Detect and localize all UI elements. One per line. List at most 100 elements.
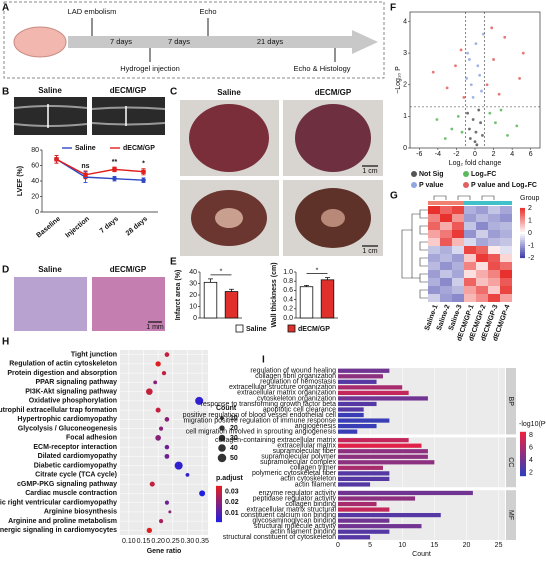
group-bar xyxy=(464,201,476,205)
point xyxy=(443,137,447,140)
point xyxy=(112,176,117,181)
heat-cell xyxy=(476,278,488,286)
heat-cell xyxy=(488,262,500,270)
heat-cell xyxy=(440,246,452,254)
colorbar-label: 0 xyxy=(528,230,532,237)
dot xyxy=(155,435,161,441)
colorbar-step xyxy=(520,229,525,233)
heat-cell xyxy=(440,214,452,222)
facet-label: CC xyxy=(507,457,514,467)
colorbar-step xyxy=(216,487,222,490)
panel-label: D xyxy=(2,265,9,276)
heat-cell xyxy=(488,238,500,246)
point xyxy=(497,92,501,96)
y-tick-label: Focal adhesion xyxy=(66,435,117,442)
point xyxy=(471,118,475,121)
scale-bar-label: 1 cm xyxy=(362,168,377,175)
colorbar-step xyxy=(520,211,525,215)
colorbar-step xyxy=(520,458,526,461)
bar xyxy=(338,490,473,496)
colorbar-step xyxy=(520,255,525,259)
point xyxy=(141,177,146,183)
colorbar-step xyxy=(216,500,222,503)
group-bar xyxy=(452,201,464,205)
point xyxy=(494,121,497,125)
colorbar-step xyxy=(520,460,526,463)
y-tick-label: Glycolysis / Gluconeogenesis xyxy=(18,425,117,432)
colorbar-step xyxy=(520,231,525,235)
series-line xyxy=(56,158,144,181)
pig-icon xyxy=(13,26,67,58)
bar xyxy=(338,529,390,534)
y-tick-label: regulation of hemostasis xyxy=(260,379,336,386)
bar xyxy=(338,396,428,401)
x-tick-label: 0.35 xyxy=(195,538,209,545)
y-tick-label: Arginine and proline metabolism xyxy=(8,518,117,525)
point xyxy=(431,70,435,74)
point xyxy=(478,73,482,77)
bar xyxy=(338,423,377,429)
image-label: Saline xyxy=(217,88,241,97)
colorbar-step xyxy=(520,431,526,435)
heat-cell xyxy=(464,270,476,278)
heat-cell xyxy=(476,230,488,238)
bar xyxy=(338,374,383,379)
point xyxy=(456,114,460,118)
colorbar-step xyxy=(216,516,222,519)
colorbar-label: 0.03 xyxy=(225,488,239,495)
heat-cell xyxy=(428,246,440,254)
colorbar-step xyxy=(520,469,526,472)
bar xyxy=(320,279,335,319)
point xyxy=(499,108,503,112)
y-tick-label: collagen-containing extracellular matrix xyxy=(215,437,337,444)
x-tick-label: 25 xyxy=(495,542,503,549)
colorbar-step xyxy=(520,467,526,470)
bar xyxy=(338,449,428,454)
heat-cell xyxy=(488,214,500,222)
point xyxy=(466,51,469,55)
colorbar-label: 0.01 xyxy=(225,510,239,517)
heat-cell xyxy=(464,238,476,246)
facet-strip xyxy=(506,437,516,488)
heat-cell xyxy=(428,214,440,222)
group-bar xyxy=(428,201,440,205)
bar xyxy=(338,385,403,390)
x-tick-label: Baseline xyxy=(35,216,62,240)
legend-label: 50 xyxy=(230,455,238,462)
y-tick-label: Arginine biosynthesis xyxy=(44,509,117,516)
y-tick-label: angiogenesis xyxy=(295,423,337,430)
heat-cell xyxy=(440,294,452,302)
point xyxy=(445,86,449,90)
colorbar-label: 1 xyxy=(528,217,532,224)
dendrogram xyxy=(401,195,495,299)
bar xyxy=(338,379,377,384)
colorbar-step xyxy=(216,496,222,499)
colorbar-step xyxy=(520,235,525,239)
bar xyxy=(338,507,390,512)
heat-cell xyxy=(440,206,452,214)
point xyxy=(476,64,480,68)
y-tick-label: supramolecular polymer xyxy=(261,454,336,461)
echo-image xyxy=(92,97,165,135)
legend-label: 40 xyxy=(230,445,238,452)
legend-title: p.adjust xyxy=(216,475,244,482)
y-tick-label: extracellular matrix organization xyxy=(237,390,336,397)
y-axis-title: LVEF (%) xyxy=(17,166,24,196)
point xyxy=(468,127,471,131)
bar xyxy=(338,496,416,501)
scale-bar-label: 1 cm xyxy=(362,248,377,255)
y-tick-label: actin filament binding xyxy=(270,529,336,536)
bar xyxy=(299,286,314,319)
y-tick-label: Cardiac muscle contraction xyxy=(25,490,117,497)
bar xyxy=(338,454,428,459)
error-bar xyxy=(325,277,330,280)
point xyxy=(485,83,489,87)
colorbar-step xyxy=(520,451,526,455)
legend-marker xyxy=(463,171,469,177)
heat-cell xyxy=(452,270,464,278)
image-label: Saline xyxy=(38,86,62,95)
echo-texture xyxy=(13,105,166,127)
y-tick-label: 1.0 xyxy=(283,269,293,276)
dot xyxy=(149,481,155,487)
colorbar-step xyxy=(216,507,222,510)
